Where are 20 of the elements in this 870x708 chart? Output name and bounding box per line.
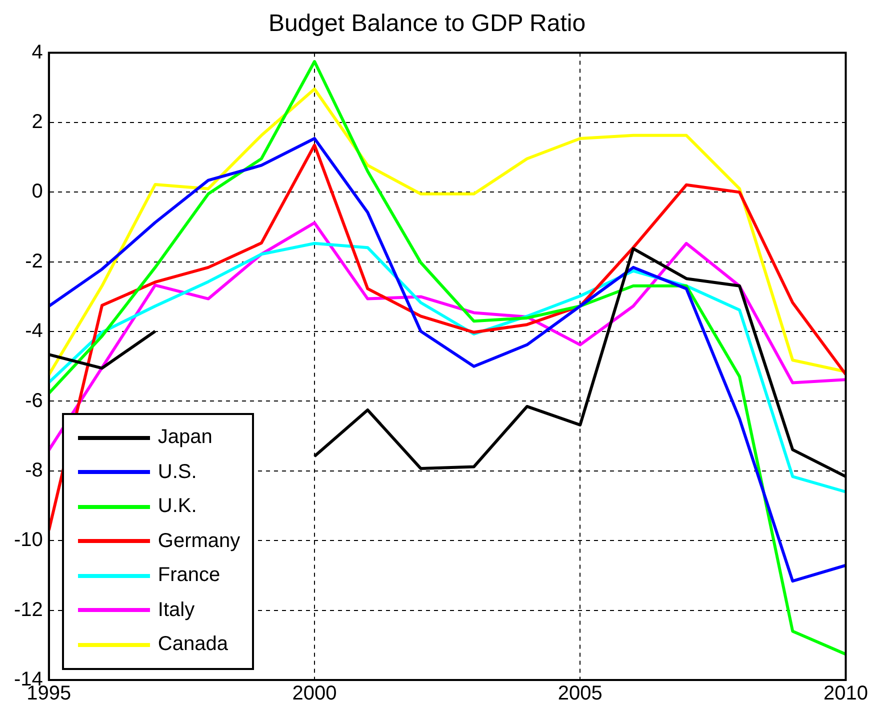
- chart-title: Budget Balance to GDP Ratio: [268, 10, 586, 38]
- y-tick-label: -4: [25, 320, 43, 342]
- y-tick-label: -10: [14, 529, 43, 552]
- y-tick-label: 4: [32, 41, 43, 64]
- legend-label: France: [158, 564, 220, 588]
- legend-label: Canada: [158, 633, 228, 656]
- y-tick-label: -6: [25, 390, 43, 412]
- legend-label: U.S.: [158, 460, 197, 484]
- y-tick-label: 2: [32, 111, 43, 134]
- x-tick-label: 2005: [558, 682, 602, 705]
- legend-label: Japan: [158, 426, 212, 450]
- legend-label: U.K.: [158, 495, 197, 518]
- y-tick-label: -8: [25, 459, 43, 482]
- x-tick-label: 2010: [824, 682, 868, 705]
- y-tick-label: 0: [32, 180, 43, 203]
- legend-label: Italy: [158, 598, 195, 622]
- y-tick-label: -12: [14, 598, 43, 621]
- legend-label: Germany: [158, 530, 240, 553]
- x-tick-label: 2000: [292, 682, 337, 705]
- y-tick-label: -2: [25, 250, 43, 272]
